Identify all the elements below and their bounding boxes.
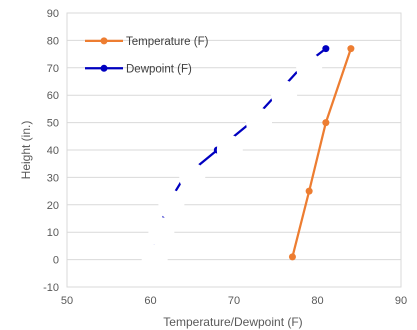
y-axis-title: Height (in.) xyxy=(19,121,33,180)
legend-marker xyxy=(100,64,108,72)
x-tick-label: 80 xyxy=(311,295,323,307)
legend-entry: Dewpoint (F) xyxy=(85,63,192,75)
overlay-blob xyxy=(246,107,273,138)
y-tick-label: 0 xyxy=(53,255,59,267)
series-layer xyxy=(147,45,355,264)
series-temperature xyxy=(288,45,355,261)
legend: Temperature (F) Dewpoint (F) xyxy=(85,36,209,75)
y-tick-label: 30 xyxy=(47,172,59,184)
y-tick-label: 80 xyxy=(47,35,59,47)
series-line xyxy=(291,48,352,258)
overlay-blob xyxy=(148,217,175,248)
y-tick-label: 40 xyxy=(47,145,59,157)
y-tick-label: 90 xyxy=(47,8,59,20)
data-point xyxy=(305,187,313,195)
data-point xyxy=(322,45,330,53)
y-tick-label: 70 xyxy=(47,63,59,75)
x-tick-label: 50 xyxy=(61,295,73,307)
x-tick-label: 60 xyxy=(144,295,156,307)
overlay-blob xyxy=(179,162,206,193)
data-point xyxy=(322,119,330,127)
y-tick-label: 50 xyxy=(47,118,59,130)
overlay-blob xyxy=(141,244,168,275)
legend-marker xyxy=(100,37,108,45)
overlay-blob xyxy=(158,189,185,220)
overlay-blob xyxy=(271,80,298,111)
y-tick-labels: -10 0 10 20 30 40 50 60 70 80 90 xyxy=(43,8,59,294)
y-tick-label: -10 xyxy=(43,282,59,294)
legend-label: Temperature (F) xyxy=(126,36,209,48)
data-point xyxy=(288,253,296,261)
y-tick-label: 20 xyxy=(47,200,59,212)
y-tick-label: 60 xyxy=(47,90,59,102)
x-tick-labels: 50 60 70 80 90 xyxy=(61,295,407,307)
x-tick-label: 90 xyxy=(395,295,407,307)
x-axis-title: Temperature/Dewpoint (F) xyxy=(163,315,302,329)
x-tick-label: 70 xyxy=(228,295,240,307)
plot-area xyxy=(66,12,402,288)
overlay-blob xyxy=(216,135,243,165)
overlay-blob xyxy=(296,52,323,83)
y-tick-label: 10 xyxy=(47,227,59,239)
legend-entry: Temperature (F) xyxy=(85,36,209,48)
white-overlay xyxy=(141,52,323,275)
legend-label: Dewpoint (F) xyxy=(126,63,192,75)
data-point xyxy=(347,45,355,53)
